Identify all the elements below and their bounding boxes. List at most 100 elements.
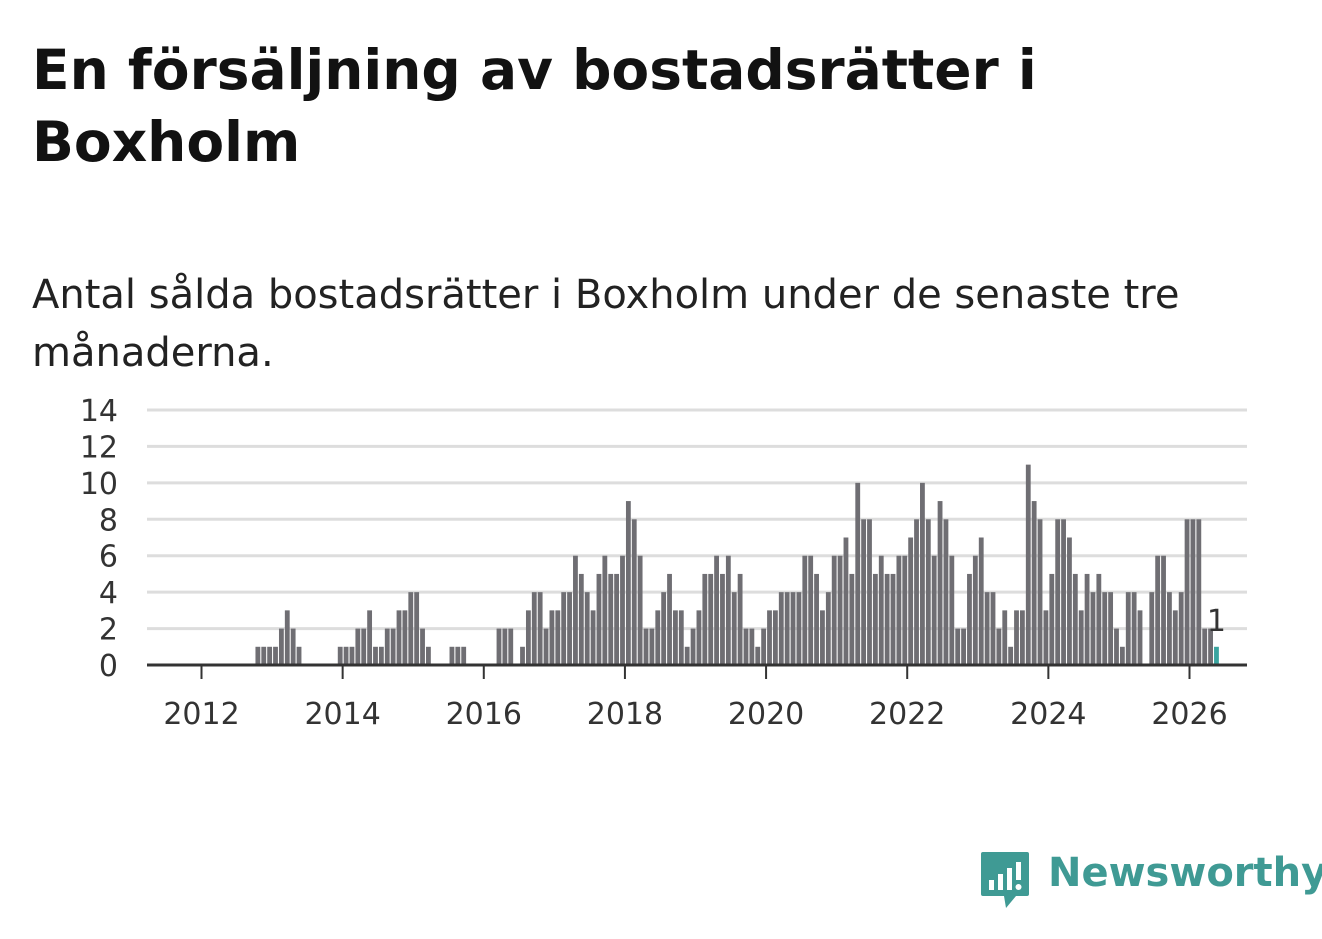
bar [525, 610, 531, 665]
chart-subtitle: Antal sålda bostadsrätter i Boxholm unde… [32, 272, 1180, 376]
bar [831, 555, 837, 665]
bar [1167, 592, 1172, 665]
bar [690, 628, 696, 665]
bar [420, 628, 425, 665]
bar [1190, 519, 1196, 665]
bar [561, 592, 567, 665]
bar [702, 573, 708, 665]
bar [255, 646, 261, 665]
bar [767, 610, 772, 665]
bar [849, 573, 855, 665]
bar [1184, 519, 1190, 665]
bar [720, 573, 725, 665]
bar [496, 628, 502, 665]
bar [261, 646, 267, 665]
y-tick-label: 14 [80, 394, 118, 429]
bar [1196, 519, 1202, 665]
bar [1043, 610, 1049, 665]
bar [1019, 610, 1025, 665]
y-tick-label: 4 [99, 576, 118, 611]
x-tick-label: 2018 [587, 697, 663, 732]
bar [1137, 610, 1143, 665]
bar [714, 555, 719, 665]
y-tick-label: 2 [99, 613, 118, 648]
bar [1002, 610, 1008, 665]
y-tick-label: 12 [80, 430, 118, 465]
bar [725, 555, 731, 665]
bar [708, 573, 714, 665]
bar [278, 628, 284, 665]
bar [1055, 519, 1061, 665]
bar [537, 592, 543, 665]
bar [743, 628, 749, 665]
bar [455, 646, 461, 665]
bar [1078, 610, 1084, 665]
bar [378, 646, 384, 665]
bar [1178, 592, 1184, 665]
x-tick-label: 2022 [869, 697, 945, 732]
bar [649, 628, 655, 665]
bar [1067, 537, 1072, 665]
bar [1119, 646, 1125, 665]
newsworthy-logo-icon [981, 852, 1029, 908]
bar [731, 592, 737, 665]
bar [1061, 519, 1066, 665]
bar [555, 610, 561, 665]
bar [296, 646, 302, 665]
bar [567, 592, 572, 665]
bar [990, 592, 996, 665]
bar [937, 501, 943, 665]
bar [967, 573, 972, 665]
bar [631, 519, 637, 665]
brand-name: Newsworthy [1048, 850, 1322, 896]
bar [1108, 592, 1114, 665]
bar [408, 592, 414, 665]
bar [667, 573, 672, 665]
x-tick-label: 2014 [304, 697, 380, 732]
bar [655, 610, 661, 665]
bar [461, 646, 467, 665]
x-tick-label: 2026 [1151, 697, 1227, 732]
bar [1114, 628, 1119, 665]
x-tick-label: 2020 [728, 697, 804, 732]
bar [978, 537, 984, 665]
bar [590, 610, 596, 665]
bar [1014, 610, 1019, 665]
bar [872, 573, 878, 665]
bar [796, 592, 802, 665]
bar [908, 537, 914, 665]
bar [1008, 646, 1014, 665]
bar [902, 555, 908, 665]
bar [1131, 592, 1137, 665]
bar [1208, 628, 1213, 665]
brand: Newsworthy [980, 848, 1322, 912]
bar [914, 519, 919, 665]
bar [508, 628, 514, 665]
bar [584, 592, 590, 665]
bar [825, 592, 831, 665]
bar [943, 519, 949, 665]
bar [820, 610, 825, 665]
bar [1049, 573, 1055, 665]
highlight-data-label: 1 [1207, 604, 1226, 639]
bar [267, 646, 273, 665]
bar [549, 610, 555, 665]
bar [355, 628, 361, 665]
bar [384, 628, 390, 665]
bar [673, 610, 678, 665]
bar [396, 610, 402, 665]
bar [808, 555, 814, 665]
bar [737, 573, 743, 665]
bar [573, 555, 578, 665]
bar-highlight [1214, 646, 1219, 665]
bar [390, 628, 396, 665]
page-title: En försäljning av bostadsrätter i Boxhol… [32, 38, 1037, 174]
bar [402, 610, 408, 665]
bar [361, 628, 367, 665]
y-tick-label: 0 [99, 649, 118, 684]
bar [861, 519, 867, 665]
grid-lines [147, 408, 1247, 631]
bar [1172, 610, 1178, 665]
